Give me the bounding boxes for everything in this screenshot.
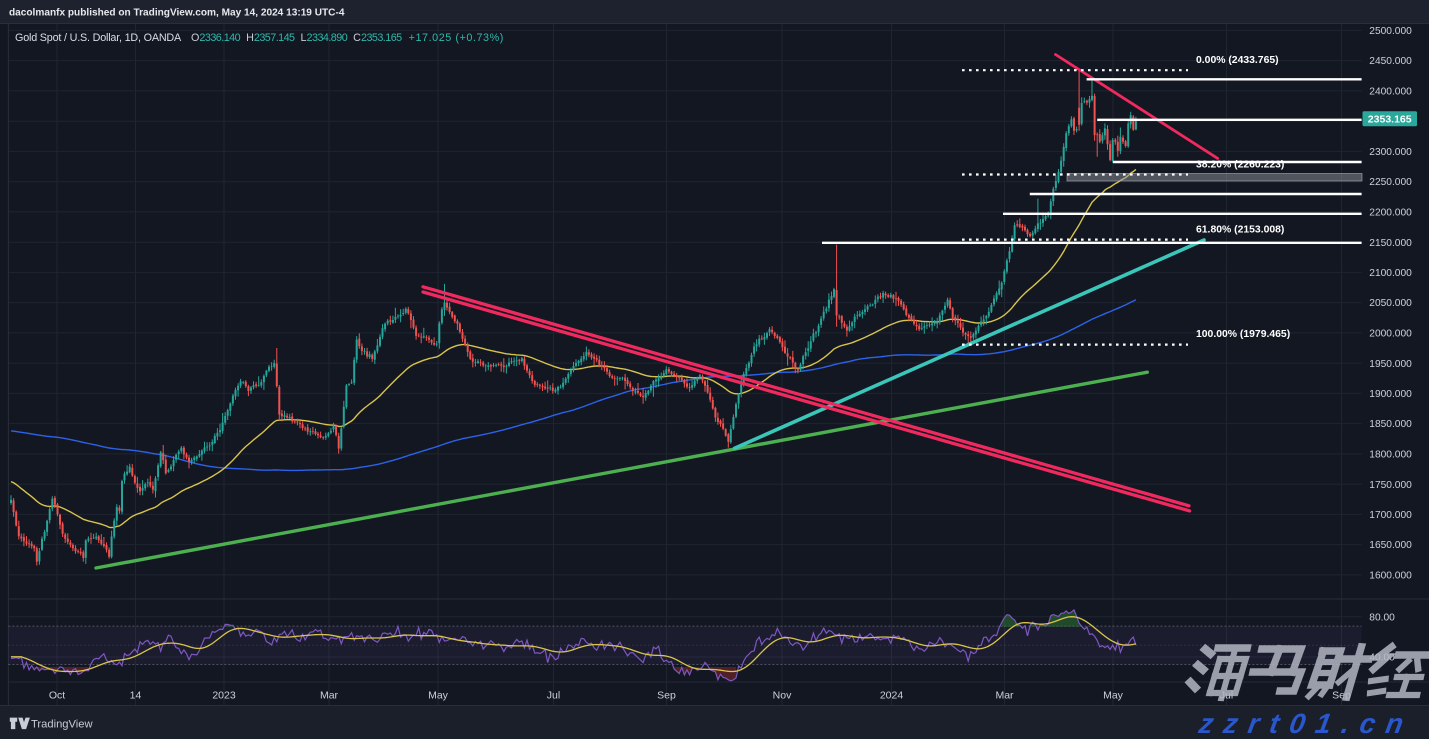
svg-text:Jul: Jul bbox=[547, 690, 560, 702]
svg-text:1750.000: 1750.000 bbox=[1369, 480, 1412, 491]
svg-text:2500.000: 2500.000 bbox=[1369, 26, 1412, 37]
svg-text:2450.000: 2450.000 bbox=[1369, 56, 1412, 67]
svg-text:1600.000: 1600.000 bbox=[1369, 571, 1412, 582]
svg-text:2050.000: 2050.000 bbox=[1369, 298, 1412, 309]
svg-text:Sep: Sep bbox=[657, 690, 676, 702]
svg-text:Gold Spot / U.S. Dollar, 1D, O: Gold Spot / U.S. Dollar, 1D, OANDA O2336.… bbox=[15, 32, 504, 44]
svg-text:2400.000: 2400.000 bbox=[1369, 87, 1412, 98]
svg-text:2353.165: 2353.165 bbox=[1368, 114, 1412, 126]
svg-text:80.00: 80.00 bbox=[1369, 612, 1395, 623]
svg-text:zzrt01.cn: zzrt01.cn bbox=[1196, 707, 1417, 739]
svg-text:1850.000: 1850.000 bbox=[1369, 419, 1412, 430]
svg-text:2024: 2024 bbox=[880, 690, 904, 702]
svg-text:0.00% (2433.765): 0.00% (2433.765) bbox=[1196, 55, 1279, 66]
svg-text:1650.000: 1650.000 bbox=[1369, 540, 1412, 551]
svg-text:2200.000: 2200.000 bbox=[1369, 208, 1412, 219]
svg-text:38.20% (2260.223): 38.20% (2260.223) bbox=[1196, 160, 1284, 171]
svg-text:2000.000: 2000.000 bbox=[1369, 329, 1412, 340]
svg-text:Mar: Mar bbox=[995, 690, 1014, 702]
svg-text:TradingView: TradingView bbox=[31, 719, 93, 731]
svg-text:Oct: Oct bbox=[49, 690, 65, 702]
svg-text:May: May bbox=[1103, 690, 1124, 702]
svg-text:14: 14 bbox=[130, 690, 142, 702]
svg-text:100.00% (1979.465): 100.00% (1979.465) bbox=[1196, 329, 1290, 340]
svg-text:May: May bbox=[428, 690, 449, 702]
svg-text:2023: 2023 bbox=[212, 690, 236, 702]
svg-text:2250.000: 2250.000 bbox=[1369, 177, 1412, 188]
svg-text:Mar: Mar bbox=[320, 690, 339, 702]
svg-text:dacolmanfx published on Tradin: dacolmanfx published on TradingView.com,… bbox=[9, 7, 345, 18]
svg-text:1900.000: 1900.000 bbox=[1369, 389, 1412, 400]
svg-text:61.80% (2153.008): 61.80% (2153.008) bbox=[1196, 225, 1284, 236]
svg-text:Nov: Nov bbox=[773, 690, 792, 702]
svg-text:1800.000: 1800.000 bbox=[1369, 450, 1412, 461]
svg-text:2100.000: 2100.000 bbox=[1369, 268, 1412, 279]
svg-text:1700.000: 1700.000 bbox=[1369, 510, 1412, 521]
svg-text:2300.000: 2300.000 bbox=[1369, 147, 1412, 158]
svg-text:2150.000: 2150.000 bbox=[1369, 238, 1412, 249]
svg-text:1950.000: 1950.000 bbox=[1369, 359, 1412, 370]
